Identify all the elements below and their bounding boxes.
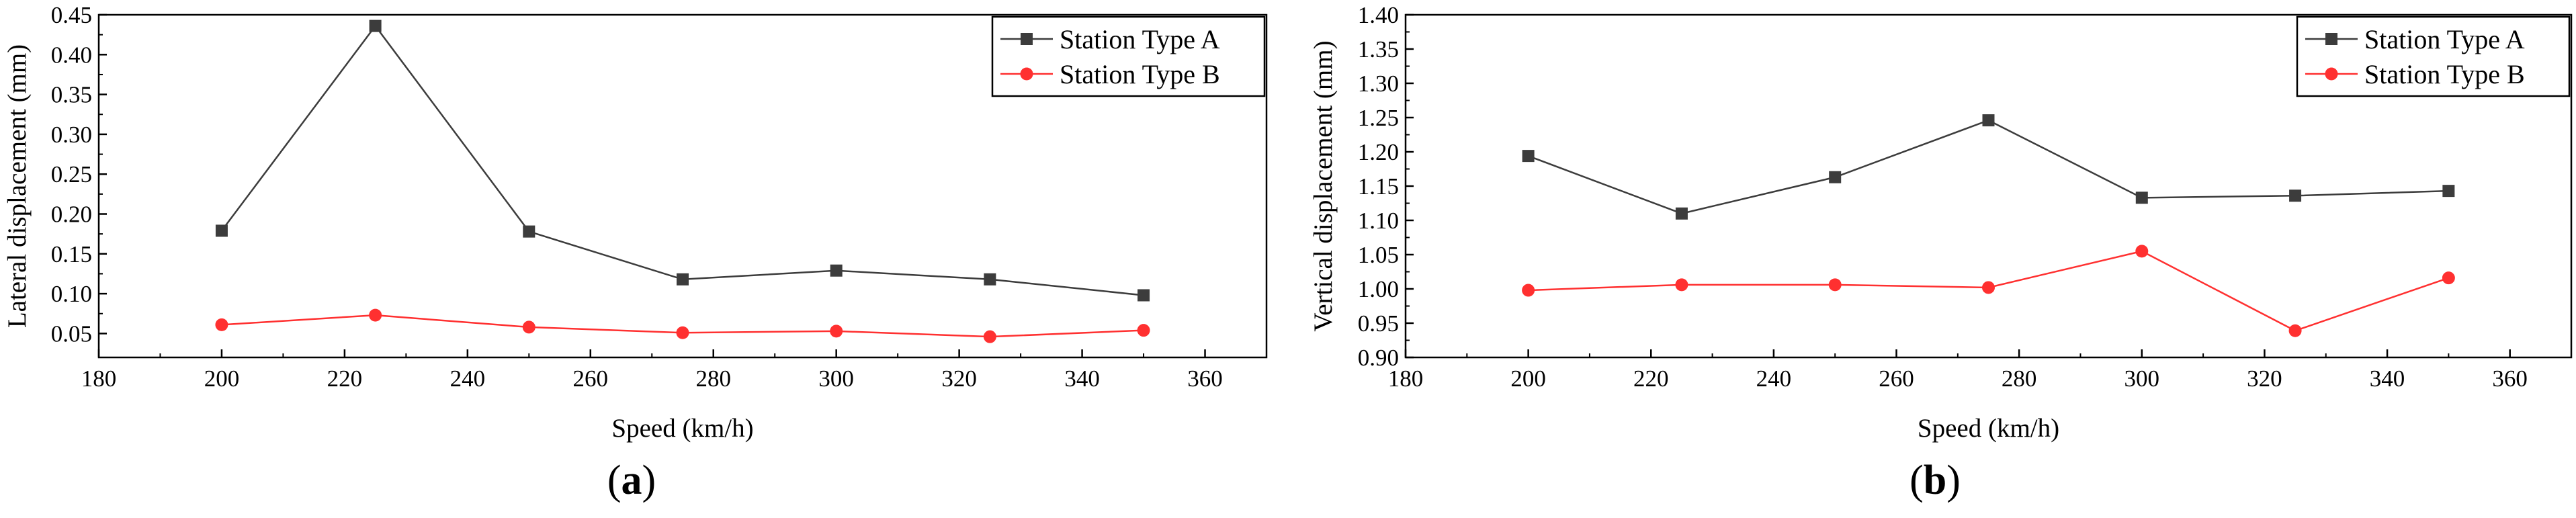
data-point xyxy=(523,225,535,238)
x-tick-label: 200 xyxy=(1510,365,1546,392)
series-station-type-b xyxy=(215,308,1150,343)
legend: Station Type A Station Type B xyxy=(991,15,1266,97)
y-tick-label: 0.90 xyxy=(1358,345,1399,371)
y-tick-label: 1.05 xyxy=(1358,242,1399,268)
x-tick-label: 260 xyxy=(573,365,609,392)
y-axis-title: Lateral displacement (mm) xyxy=(3,44,32,328)
y-tick-label: 1.20 xyxy=(1358,139,1399,165)
legend: Station Type A Station Type B xyxy=(2296,15,2571,97)
panel-label: (a) xyxy=(607,458,656,503)
y-tick-label: 0.20 xyxy=(51,202,92,228)
x-tick-label: 300 xyxy=(2124,365,2160,392)
x-tick-label: 200 xyxy=(204,365,240,392)
data-point xyxy=(677,273,689,286)
chart-panel-a: 180 200 220 240 260 280 300 320 340 360 0.05 0.10 0.… xyxy=(3,2,1268,503)
x-tick-label: 260 xyxy=(1879,365,1914,392)
y-tick-label: 0.95 xyxy=(1358,310,1399,337)
x-tick-label: 240 xyxy=(450,365,486,392)
y-tick-label: 0.05 xyxy=(51,320,92,347)
x-axis-title: Speed (km/h) xyxy=(1918,414,2059,443)
x-tick-label: 340 xyxy=(2370,365,2405,392)
y-tick-label: 1.15 xyxy=(1358,173,1399,200)
legend-label: Station Type B xyxy=(2364,59,2525,89)
y-tick-label: 0.15 xyxy=(51,241,92,267)
data-point xyxy=(1522,150,1535,163)
panel-label: (b) xyxy=(1909,458,1961,503)
x-tick-label: 360 xyxy=(1187,365,1223,392)
data-point xyxy=(1675,278,1688,292)
data-point xyxy=(2135,245,2149,258)
data-point xyxy=(1828,278,1842,292)
y-tick-label: 1.00 xyxy=(1358,276,1399,302)
data-point xyxy=(2442,185,2455,198)
series-line xyxy=(1528,119,2449,215)
y-tick-label: 1.25 xyxy=(1358,105,1399,131)
panel-letter: a xyxy=(621,458,642,503)
x-axis-title: Speed (km/h) xyxy=(611,414,753,443)
legend-label: Station Type A xyxy=(1060,24,1220,54)
data-point xyxy=(215,318,228,331)
data-point xyxy=(2288,324,2302,337)
y-axis-title: Vertical displacement (mm) xyxy=(1309,40,1338,331)
x-tick-label: 220 xyxy=(327,365,363,392)
x-tick-label: 240 xyxy=(1756,365,1792,392)
data-point xyxy=(1982,281,1995,294)
data-point xyxy=(984,273,996,286)
y-tick-label: 1.35 xyxy=(1358,36,1399,62)
data-point xyxy=(983,330,996,343)
y-tick-label: 0.45 xyxy=(51,2,92,28)
y-tick-label: 1.40 xyxy=(1358,2,1399,28)
x-tick-label: 340 xyxy=(1064,365,1100,392)
series-station-type-b xyxy=(1522,245,2455,337)
data-point xyxy=(369,308,382,322)
series-station-type-a xyxy=(1522,114,2455,220)
y-tick-label: 0.40 xyxy=(51,42,92,68)
plot-frame xyxy=(97,13,1268,359)
chart-panel-b: 180 200 220 240 260 280 300 320 340 360 0.90 0.95 1.… xyxy=(1309,2,2573,503)
y-tick-label: 0.25 xyxy=(51,161,92,187)
x-tick-label: 360 xyxy=(2492,365,2528,392)
legend-label: Station Type B xyxy=(1060,59,1220,89)
data-point xyxy=(2135,191,2148,204)
legend-label: Station Type A xyxy=(2364,24,2525,54)
x-tick-label: 220 xyxy=(1633,365,1669,392)
data-point xyxy=(1675,207,1688,220)
y-tick-label: 0.30 xyxy=(51,122,92,148)
x-tick-label: 320 xyxy=(941,365,977,392)
legend-box xyxy=(991,15,1266,97)
data-point xyxy=(369,19,382,32)
legend-square-marker xyxy=(1021,33,1033,45)
data-point xyxy=(2442,271,2455,285)
legend-circle-marker xyxy=(1020,67,1033,81)
series-station-type-a xyxy=(215,19,1150,302)
legend-circle-marker xyxy=(2325,67,2338,81)
x-tick-label: 180 xyxy=(81,365,117,392)
data-point xyxy=(215,224,228,237)
data-point xyxy=(1829,171,1842,183)
data-point xyxy=(522,320,535,334)
x-tick-label: 300 xyxy=(818,365,854,392)
data-point xyxy=(1982,114,1995,127)
x-tick-label: 280 xyxy=(2002,365,2037,392)
legend-square-marker xyxy=(2325,33,2337,45)
y-tick-label: 0.35 xyxy=(51,82,92,108)
legend-box xyxy=(2296,15,2571,97)
data-point xyxy=(676,326,689,339)
x-tick-label: 280 xyxy=(695,365,731,392)
panel-letter: b xyxy=(1924,458,1946,503)
x-tick-label: 180 xyxy=(1388,365,1424,392)
data-point xyxy=(830,325,843,338)
data-point xyxy=(2289,189,2302,202)
data-point xyxy=(1137,324,1150,337)
y-tick-label: 1.10 xyxy=(1358,208,1399,234)
data-point xyxy=(1137,289,1150,302)
data-point xyxy=(1522,284,1535,297)
x-tick-label: 320 xyxy=(2247,365,2282,392)
y-tick-label: 0.10 xyxy=(51,281,92,307)
y-tick-label: 1.30 xyxy=(1358,71,1399,97)
data-point xyxy=(830,264,843,277)
